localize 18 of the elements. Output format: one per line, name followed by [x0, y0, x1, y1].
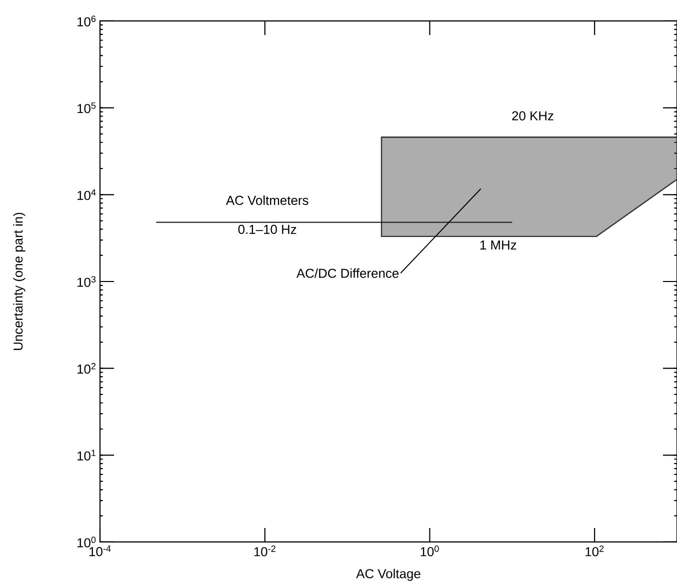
- x-tick-label: 10$^{-2}$: [254, 546, 276, 556]
- y-tick-label: 10$^{4}$: [78, 189, 96, 200]
- annotation: AC/DC Difference: [296, 268, 399, 278]
- x-axis-title: AC Voltage: [356, 568, 420, 581]
- x-tick-label: 10$^{0}$: [420, 546, 439, 556]
- y-tick-label: 10$^{0}$: [78, 536, 96, 548]
- y-tick-label: 10$^{2}$: [78, 362, 96, 374]
- y-tick-label: 10$^{5}$: [78, 102, 96, 114]
- annotation: 0.1–10 Hz: [238, 224, 296, 234]
- x-tick-label: 10$^{2}$: [586, 546, 604, 556]
- x-tick-label: 10$^{-4}$: [90, 546, 111, 556]
- annotation: 1 MHz: [480, 240, 516, 250]
- y-axis-title: Uncertainty (one part in): [13, 212, 26, 350]
- y-tick-label: 10$^{3}$: [78, 276, 96, 287]
- annotation: AC Voltmeters: [226, 195, 308, 205]
- y-tick-label: 10$^{6}$: [78, 16, 96, 26]
- annotation: 20 KHz: [512, 111, 554, 120]
- y-tick-label: 10$^{1}$: [78, 450, 96, 460]
